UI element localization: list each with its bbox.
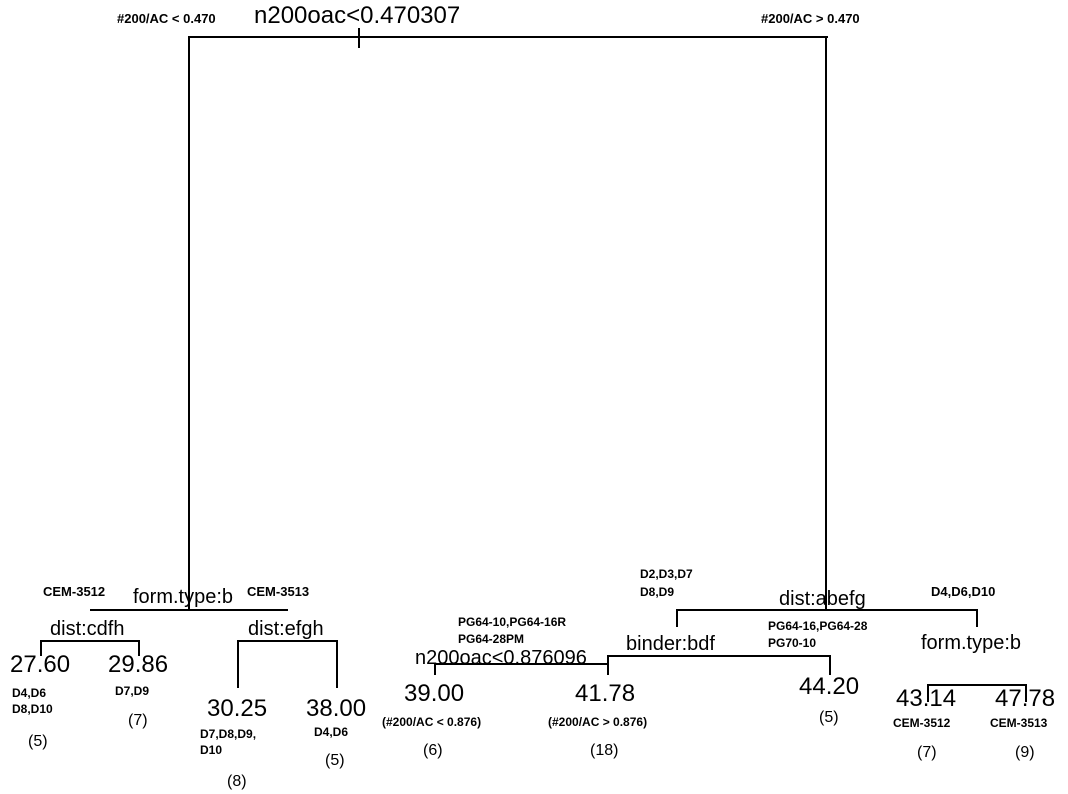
leaf-dist-label: D7,D8,D9,: [200, 727, 257, 741]
binder-right-drop: [829, 655, 831, 675]
left-split-label: form.type:b: [133, 586, 234, 608]
form-type-right-left-drop: [927, 684, 929, 702]
dist-efgh-label: dist:efgh: [248, 618, 324, 640]
root-right-branch: [825, 36, 827, 611]
dist-abefg-left-drop: [676, 609, 678, 627]
dist-efgh-right-drop: [336, 640, 338, 688]
leaf-count: (9): [1015, 744, 1035, 761]
leaf-value: 30.25: [207, 695, 268, 722]
left-split-line: [90, 609, 288, 611]
leaf-form-label: CEM-3512: [893, 716, 951, 730]
leaf-value: 29.86: [108, 651, 169, 678]
dist-cdfh-left-drop: [40, 640, 42, 656]
dist-cdfh-line: [40, 640, 140, 642]
root-tick: [358, 28, 360, 48]
root-split-label: n200oac<0.470307: [254, 2, 461, 29]
leaf-dist-label: D8,D10: [12, 702, 53, 716]
leaf-value: 27.60: [10, 651, 71, 678]
dist-abefg-right-label: D4,D6,D10: [931, 584, 996, 599]
leaf-range-label: (#200/AC < 0.876): [382, 715, 482, 729]
n200oac-sub-line: [434, 663, 609, 665]
binder-left-label: PG64-28PM: [458, 632, 525, 646]
dist-cdfh-label: dist:cdfh: [50, 618, 125, 640]
leaf-count: (8): [227, 773, 247, 790]
root-left-label: #200/AC < 0.470: [117, 11, 216, 26]
n200oac-sub-right-drop: [607, 655, 609, 675]
leaf-count: (5): [28, 733, 48, 750]
leaf-count: (6): [423, 742, 443, 759]
binder-split-label: binder:bdf: [626, 633, 715, 655]
leaf-count: (5): [325, 752, 345, 769]
leaf-value: 38.00: [306, 695, 367, 722]
dist-abefg-label: dist:abefg: [779, 588, 866, 610]
root-left-branch: [188, 36, 190, 609]
leaf-value: 44.20: [799, 673, 860, 700]
binder-line: [607, 655, 831, 657]
dist-abefg-right-drop: [976, 609, 978, 627]
root-horizontal-line: [188, 36, 828, 38]
root-right-label: #200/AC > 0.470: [761, 11, 860, 26]
leaf-value: 43.14: [896, 685, 957, 712]
form-type-right-label: form.type:b: [921, 632, 1022, 654]
n200oac-sub-split-label: n200oac<0.876096: [415, 647, 587, 669]
binder-left-label: PG64-10,PG64-16R: [458, 615, 567, 629]
leaf-value: 41.78: [575, 680, 636, 707]
leaf-dist-label: D10: [200, 743, 223, 757]
form-type-right-right-drop: [1025, 684, 1027, 702]
dist-efgh-line: [237, 640, 338, 642]
left-split-left-label: CEM-3512: [43, 584, 106, 599]
leaf-dist-label: D7,D9: [115, 684, 150, 698]
leaf-value: 39.00: [404, 680, 465, 707]
leaf-count: (5): [819, 709, 839, 726]
leaf-dist-label: D4,D6: [12, 686, 47, 700]
leaf-range-label: (#200/AC > 0.876): [548, 715, 648, 729]
dist-cdfh-right-drop: [138, 640, 140, 656]
left-split-right-label: CEM-3513: [247, 584, 310, 599]
leaf-count: (7): [917, 744, 937, 761]
dist-abefg-line: [676, 609, 978, 611]
binder-right-label: PG64-16,PG64-28: [768, 619, 868, 633]
n200oac-sub-left-drop: [434, 663, 436, 675]
binder-right-label: PG70-10: [768, 636, 817, 650]
leaf-count: (7): [128, 712, 148, 729]
dist-abefg-left-label: D2,D3,D7: [640, 567, 693, 581]
leaf-count: (18): [590, 742, 619, 759]
form-type-right-line: [927, 684, 1027, 686]
dist-abefg-left-label: D8,D9: [640, 585, 675, 599]
leaf-value: 47.78: [995, 685, 1056, 712]
leaf-dist-label: D4,D6: [314, 725, 349, 739]
leaf-form-label: CEM-3513: [990, 716, 1048, 730]
dist-efgh-left-drop: [237, 640, 239, 688]
